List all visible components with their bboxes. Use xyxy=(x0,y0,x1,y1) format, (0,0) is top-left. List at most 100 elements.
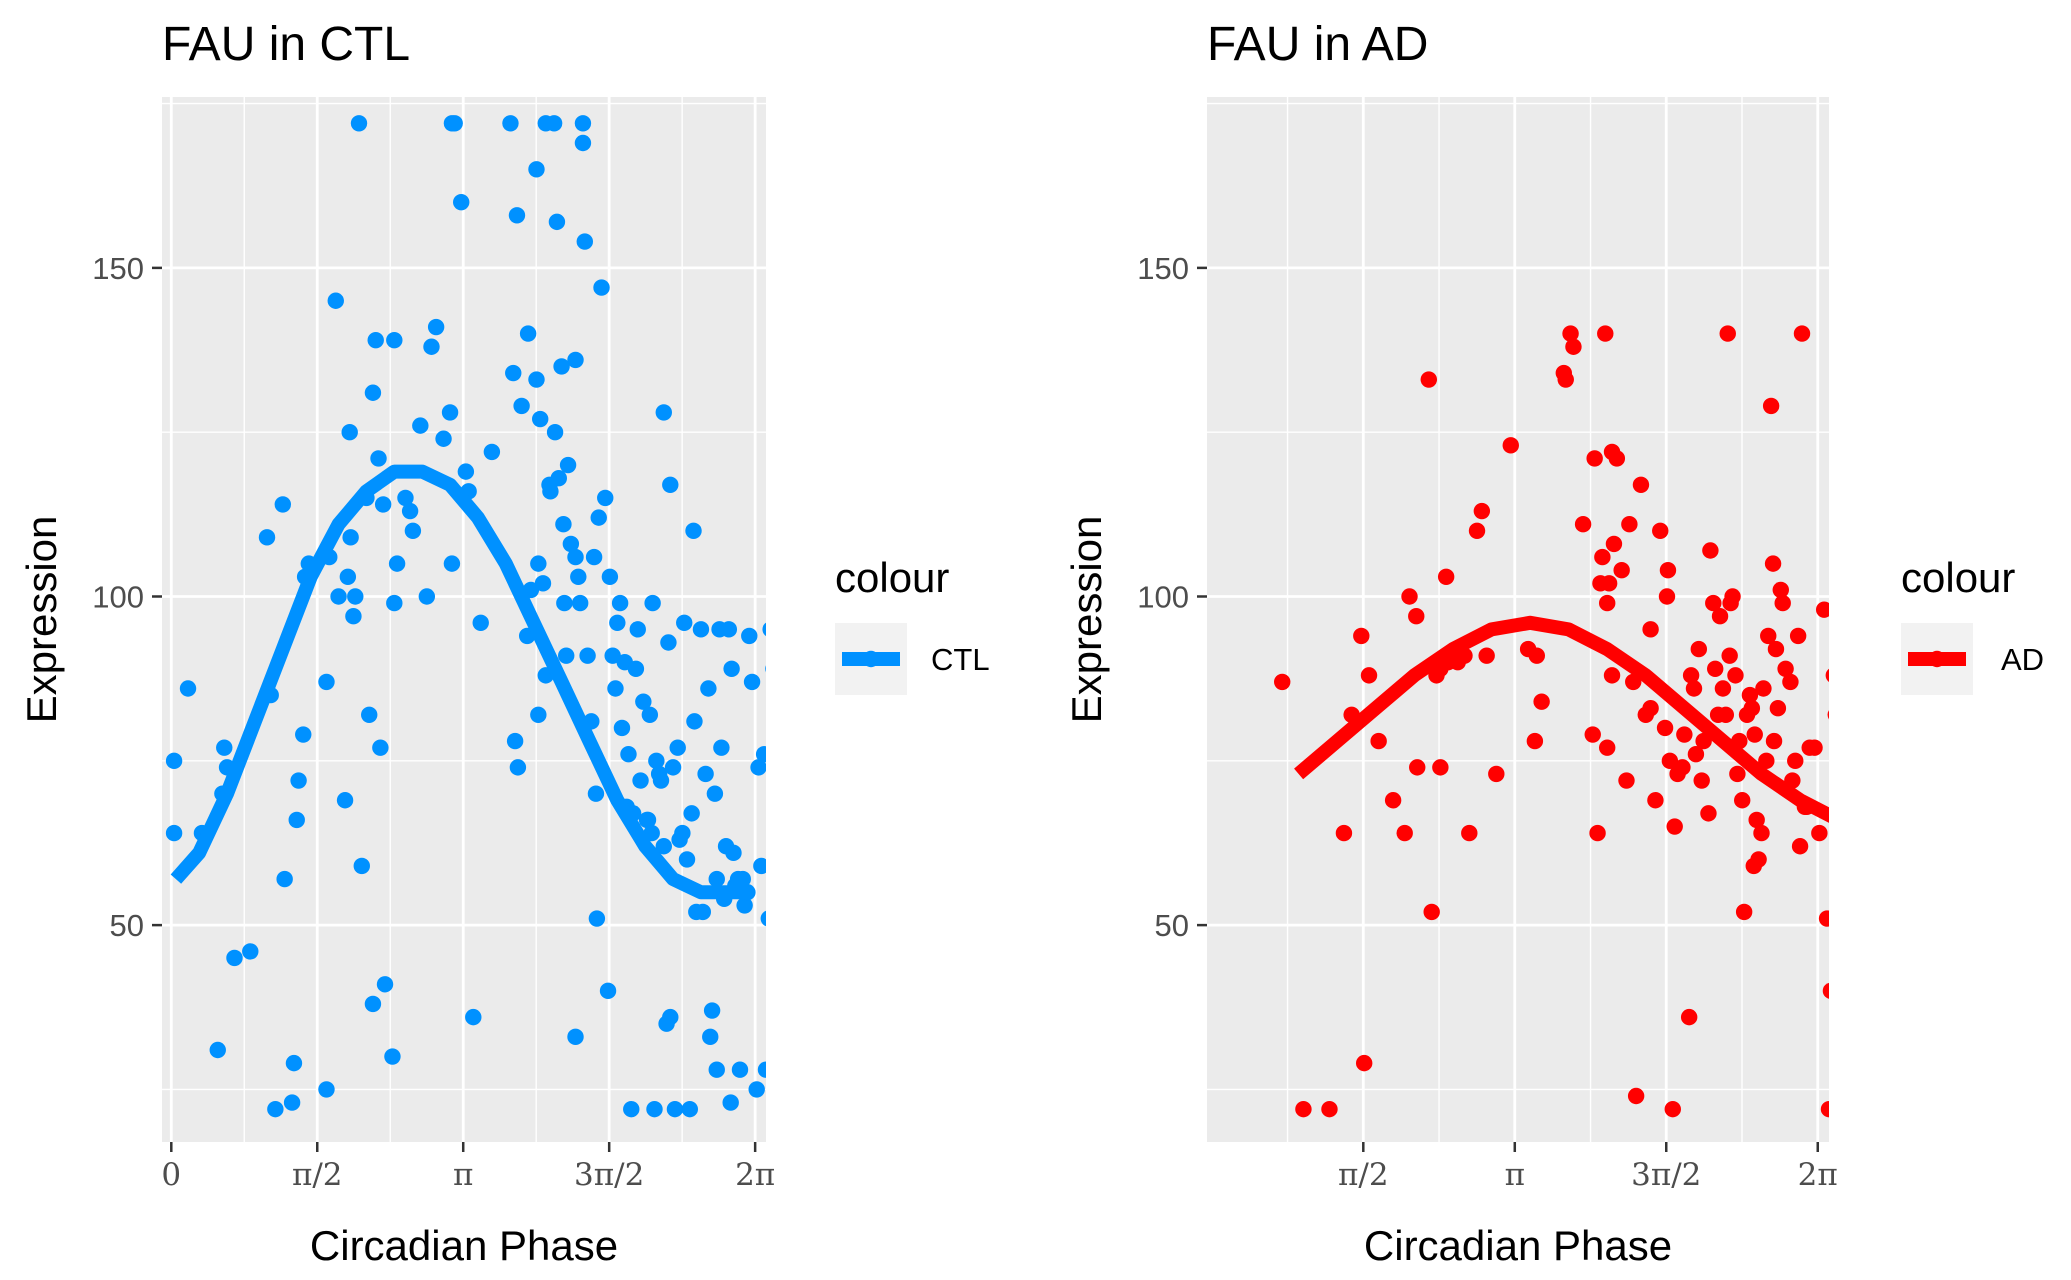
data-point xyxy=(1714,680,1732,697)
data-point xyxy=(1753,824,1770,842)
data-point xyxy=(753,857,766,875)
data-point xyxy=(546,423,564,441)
fit-curve xyxy=(1294,615,1829,823)
data-point xyxy=(1613,562,1630,579)
data-point xyxy=(1830,693,1846,709)
data-point xyxy=(772,904,788,920)
data-point xyxy=(604,647,621,664)
legend-key-point xyxy=(1928,650,1946,668)
data-point xyxy=(1806,739,1823,756)
data-point xyxy=(423,338,440,355)
data-point xyxy=(1711,608,1729,625)
data-point xyxy=(1562,325,1579,342)
data-point xyxy=(1274,673,1291,691)
data-point xyxy=(1700,805,1717,822)
data-point xyxy=(1772,581,1789,599)
data-point xyxy=(530,706,547,723)
data-point xyxy=(1755,680,1772,697)
data-point xyxy=(1666,818,1683,835)
data-point xyxy=(318,1081,335,1098)
data-point xyxy=(1820,1100,1829,1118)
data-point xyxy=(1370,732,1387,750)
data-point xyxy=(627,660,645,677)
legend-title: colour xyxy=(835,554,949,601)
data-point xyxy=(674,824,691,842)
data-point xyxy=(1488,765,1505,783)
data-point xyxy=(1746,726,1763,743)
data-point xyxy=(686,713,703,730)
legend-entry-label: CTL xyxy=(931,642,990,677)
data-point xyxy=(609,614,626,631)
data-point xyxy=(1838,845,1854,861)
data-point xyxy=(553,358,570,375)
data-point xyxy=(666,1100,684,1118)
data-point xyxy=(435,430,452,447)
data-point xyxy=(345,608,362,625)
data-point xyxy=(660,634,677,651)
data-point xyxy=(401,502,419,520)
data-point xyxy=(457,463,475,480)
data-point xyxy=(509,759,527,776)
data-point xyxy=(697,765,714,783)
y-tick-label: 50 xyxy=(1155,908,1189,943)
data-point xyxy=(1674,759,1691,776)
data-point xyxy=(1408,608,1425,625)
y-tick-label: 150 xyxy=(1137,251,1189,286)
data-point xyxy=(629,621,646,638)
data-point xyxy=(1840,851,1856,867)
data-point xyxy=(1811,824,1828,842)
data-point xyxy=(1777,660,1794,677)
data-point xyxy=(545,115,563,132)
y-tick-label: 100 xyxy=(1137,579,1189,614)
data-point xyxy=(632,772,649,789)
data-point xyxy=(412,417,429,434)
data-point xyxy=(1384,792,1402,809)
data-point xyxy=(258,529,276,546)
data-point xyxy=(1355,1054,1373,1072)
data-point xyxy=(1734,792,1751,809)
data-point xyxy=(1664,1100,1681,1118)
legend: colour AD xyxy=(1901,554,2044,695)
data-point xyxy=(1687,746,1705,763)
data-point xyxy=(1321,1100,1338,1118)
data-point xyxy=(1401,588,1418,605)
x-tick-label: π/2 xyxy=(1338,1157,1389,1193)
data-point xyxy=(597,489,614,507)
data-point xyxy=(713,739,730,756)
data-point xyxy=(397,489,414,507)
data-point xyxy=(418,588,436,605)
data-point xyxy=(1533,693,1550,710)
data-point xyxy=(720,621,738,638)
data-point xyxy=(1789,627,1807,645)
data-point xyxy=(528,371,545,388)
data-point xyxy=(1721,647,1738,664)
y-tick-label: 150 xyxy=(92,251,144,286)
data-point xyxy=(347,588,364,605)
data-point xyxy=(1787,752,1804,770)
data-point xyxy=(1409,759,1426,776)
data-point xyxy=(1769,700,1787,717)
data-point xyxy=(384,1048,401,1065)
data-point xyxy=(725,844,742,862)
data-point xyxy=(1647,792,1664,809)
data-point xyxy=(734,870,751,888)
data-point xyxy=(762,622,766,637)
data-point xyxy=(567,1028,584,1046)
legend: colour CTL xyxy=(835,554,990,695)
data-point xyxy=(1702,542,1719,559)
data-point xyxy=(453,193,470,211)
data-point xyxy=(571,594,589,612)
data-point xyxy=(620,746,637,763)
data-point xyxy=(1642,700,1659,717)
data-point xyxy=(472,614,489,631)
data-point xyxy=(1432,759,1449,776)
data-point xyxy=(165,752,183,770)
data-point xyxy=(1729,765,1746,783)
data-point xyxy=(731,1061,749,1078)
data-point xyxy=(1832,779,1848,795)
data-point xyxy=(1835,851,1851,867)
data-point xyxy=(1735,903,1753,921)
data-point xyxy=(534,575,552,592)
data-point xyxy=(1574,516,1592,533)
data-point xyxy=(427,318,445,336)
